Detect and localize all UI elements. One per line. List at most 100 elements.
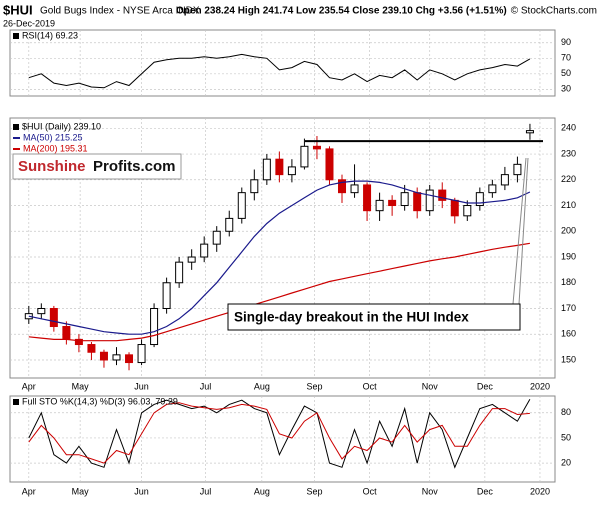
candle-body bbox=[312, 145, 321, 150]
y-tick-label: 20 bbox=[561, 457, 571, 467]
candle-body bbox=[225, 217, 234, 232]
x-tick-label: Oct bbox=[363, 486, 378, 496]
y-tick-label: 50 bbox=[561, 432, 571, 442]
panel-legend: RSI(14) 69.23 bbox=[22, 30, 78, 40]
x-tick-label: Sep bbox=[306, 381, 322, 391]
legend-swatch bbox=[13, 124, 19, 130]
series-line bbox=[28, 53, 531, 89]
legend-label: $HUI (Daily) 239.10 bbox=[22, 121, 101, 131]
candle-body bbox=[375, 199, 384, 212]
x-tick-label: Dec bbox=[477, 381, 494, 391]
candle-body bbox=[187, 256, 196, 263]
y-tick-label: 80 bbox=[561, 407, 571, 417]
candle-body bbox=[49, 307, 58, 328]
candle-body bbox=[425, 189, 434, 212]
candle-body bbox=[125, 354, 134, 364]
y-tick-label: 190 bbox=[561, 251, 576, 261]
candle-body bbox=[262, 158, 271, 181]
y-tick-label: 150 bbox=[561, 354, 576, 364]
candle-body bbox=[325, 148, 334, 181]
candle-body bbox=[300, 145, 309, 168]
quote: Open 238.24 High 241.74 Low 235.54 Close… bbox=[176, 6, 507, 17]
logo-profits: Profits.com bbox=[93, 158, 176, 175]
x-tick-label: Dec bbox=[477, 486, 494, 496]
candle-body bbox=[363, 184, 372, 212]
x-tick-label: Jun bbox=[134, 486, 149, 496]
candle-body bbox=[287, 166, 296, 176]
candle-body bbox=[500, 174, 509, 186]
legend-swatch bbox=[13, 33, 19, 39]
candle-body bbox=[525, 130, 534, 134]
x-tick-label: 2020 bbox=[530, 381, 550, 391]
symbol: $HUI bbox=[3, 2, 33, 17]
candle-body bbox=[450, 199, 459, 217]
x-tick-label: Oct bbox=[363, 381, 378, 391]
y-tick-label: 200 bbox=[561, 226, 576, 236]
candle-body bbox=[488, 184, 497, 194]
x-tick-label: Jul bbox=[200, 486, 212, 496]
annotation-text: Single-day breakout in the HUI Index bbox=[234, 310, 469, 325]
series-line bbox=[28, 402, 530, 464]
y-tick-label: 180 bbox=[561, 277, 576, 287]
candle-body bbox=[150, 307, 159, 346]
candle-body bbox=[400, 192, 409, 207]
candle-body bbox=[463, 205, 472, 217]
candle-body bbox=[275, 158, 284, 176]
x-tick-label: May bbox=[72, 381, 90, 391]
x-tick-label: Apr bbox=[22, 486, 36, 496]
index-name: Gold Bugs Index - NYSE Arca INDX bbox=[40, 6, 200, 17]
panel-legend: Full STO %K(14,3) %D(3) 96.03, 79.29 bbox=[22, 396, 178, 406]
x-tick-label: Nov bbox=[422, 486, 439, 496]
sto-frame bbox=[9, 395, 556, 483]
series-line bbox=[28, 242, 530, 342]
candle-body bbox=[237, 192, 246, 219]
series-line bbox=[28, 180, 531, 335]
candle-body bbox=[175, 261, 184, 284]
candle-body bbox=[37, 307, 46, 315]
x-tick-label: 2020 bbox=[530, 486, 550, 496]
candle-body bbox=[62, 326, 71, 340]
candle-body bbox=[388, 199, 397, 207]
arrow bbox=[518, 157, 529, 305]
copyright: © StockCharts.com bbox=[511, 6, 597, 17]
x-tick-label: Sep bbox=[306, 486, 322, 496]
candle-body bbox=[99, 351, 108, 361]
candle-body bbox=[475, 192, 484, 207]
date: 26-Dec-2019 bbox=[3, 18, 55, 28]
series-line bbox=[28, 399, 531, 469]
x-tick-label: Aug bbox=[254, 381, 270, 391]
candle-body bbox=[212, 230, 221, 245]
candle-body bbox=[74, 338, 83, 346]
y-tick-label: 160 bbox=[561, 329, 576, 339]
candle-body bbox=[413, 192, 422, 212]
x-tick-label: Aug bbox=[254, 486, 270, 496]
candle-body bbox=[162, 282, 171, 309]
candle-body bbox=[112, 354, 121, 361]
candle-body bbox=[87, 344, 96, 353]
logo-box bbox=[12, 153, 182, 180]
y-tick-label: 90 bbox=[561, 37, 571, 47]
y-tick-label: 50 bbox=[561, 68, 571, 78]
y-tick-label: 230 bbox=[561, 148, 576, 158]
x-tick-label: May bbox=[72, 486, 90, 496]
legend-label: MA(50) 215.25 bbox=[23, 132, 83, 142]
candle-body bbox=[137, 344, 146, 364]
candle-body bbox=[200, 243, 209, 258]
x-tick-label: Apr bbox=[22, 381, 36, 391]
candle-body bbox=[250, 179, 259, 194]
logo-sunshine: Sunshine bbox=[18, 158, 86, 175]
candle-body bbox=[338, 179, 347, 194]
y-tick-label: 70 bbox=[561, 53, 571, 63]
arrow bbox=[512, 157, 527, 305]
x-tick-label: Jun bbox=[134, 381, 149, 391]
y-tick-label: 170 bbox=[561, 303, 576, 313]
legend-swatch bbox=[13, 399, 19, 405]
candle-body bbox=[350, 184, 359, 194]
y-tick-label: 240 bbox=[561, 123, 576, 133]
x-tick-label: Jul bbox=[200, 381, 212, 391]
candle-body bbox=[24, 313, 33, 320]
price-frame bbox=[9, 117, 556, 379]
candle-body bbox=[513, 163, 522, 176]
